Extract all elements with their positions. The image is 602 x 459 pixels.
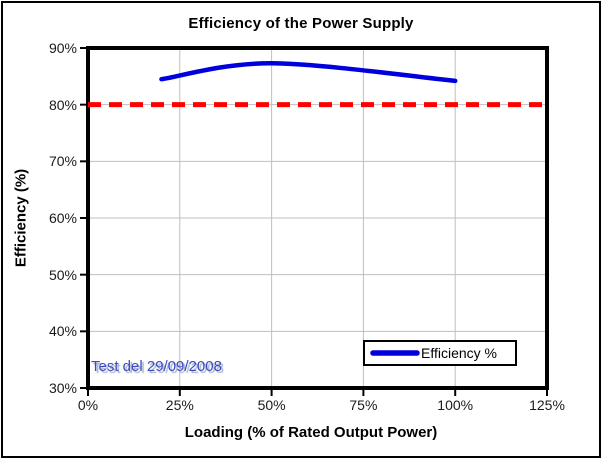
x-tick-label: 125% (529, 397, 565, 413)
x-tick-label: 25% (165, 397, 194, 413)
plot-border (86, 46, 549, 390)
y-axis-title: Efficiency (%) (12, 168, 30, 268)
legend-line-sample-icon (370, 350, 420, 356)
efficiency-curve (159, 61, 458, 84)
x-tick-label: 0% (77, 397, 99, 413)
chart-title: Efficiency of the Power Supply (188, 15, 414, 32)
x-tick-label: 50% (257, 397, 286, 413)
x-axis-title: Loading (% of Rated Output Power) (184, 424, 438, 441)
y-tick-label: 70% (48, 153, 77, 170)
annotation-text: Test del 29/09/2008 (91, 358, 222, 375)
legend: Efficiency % (363, 340, 517, 366)
x-tick-label: 75% (349, 397, 378, 413)
y-tick-label: 30% (48, 380, 77, 396)
y-tick-label: 50% (48, 266, 77, 283)
y-tick-label: 40% (48, 323, 77, 340)
y-tick-label: 90% (48, 40, 77, 56)
y-tick-label: 80% (48, 96, 77, 113)
y-tick-label: 60% (48, 210, 77, 226)
legend-label: Efficiency % (421, 345, 497, 361)
x-tick-label: 100% (437, 397, 474, 413)
